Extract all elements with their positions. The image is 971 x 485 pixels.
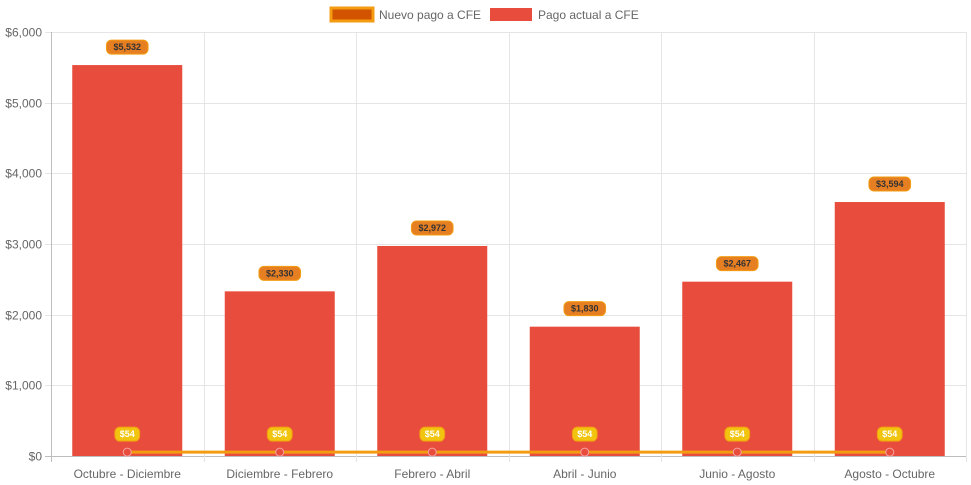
x-tick-label: Agosto - Octubre: [844, 467, 935, 481]
bar-value-label-bg: [105, 39, 149, 55]
bar-value-label-text: $5,532: [113, 42, 141, 52]
bar-value-label-bg: [258, 265, 302, 281]
bar-value-label: $1,830: [563, 301, 607, 317]
line-value-label-bg: [419, 426, 446, 442]
legend[interactable]: Nuevo pago a CFE Pago actual a CFE: [329, 6, 639, 23]
bar: [72, 65, 183, 457]
x-tick-label: Febrero - Abril: [394, 467, 470, 481]
y-axis: $0 $1,000 $2,000 $3,000 $4,000 $5,000 $6,000: [5, 26, 42, 464]
x-axis: Octubre - Diciembre Diciembre - Febrero Fe…: [74, 467, 936, 481]
line-value-label-text: $54: [425, 429, 440, 439]
y-tick-label: $0: [29, 450, 43, 464]
line-point: [885, 447, 895, 457]
bar: [834, 202, 945, 456]
x-tick-label: Diciembre - Febrero: [226, 467, 333, 481]
line-value-label: $54: [571, 426, 598, 442]
bar-value-label-text: $2,972: [418, 223, 446, 233]
line-point: [732, 447, 742, 457]
bar-value-label-text: $2,330: [266, 268, 294, 278]
y-tick-label: $1,000: [5, 379, 42, 393]
data-labels: $5,532 $2,330 $2,972 $1,830 $2,467 $3,594 $54 $…: [105, 39, 912, 442]
legend-swatch-nuevo[interactable]: [329, 6, 375, 23]
bar-value-label: $3,594: [868, 176, 912, 192]
y-tick-label: $4,000: [5, 167, 42, 181]
y-tick-label: $3,000: [5, 238, 42, 252]
line-value-label: $54: [876, 426, 903, 442]
line-point: [427, 447, 437, 457]
line-value-label: $54: [419, 426, 446, 442]
bar-series: [72, 65, 945, 457]
x-tick-label: Junio - Agosto: [699, 467, 775, 481]
y-tick-label: $6,000: [5, 26, 42, 40]
line-point: [580, 447, 590, 457]
bar-value-label-text: $3,594: [876, 179, 904, 189]
bar-value-label-text: $1,830: [571, 304, 599, 314]
line-value-label-text: $54: [882, 429, 897, 439]
line-value-label-text: $54: [730, 429, 745, 439]
y-tick-label: $5,000: [5, 97, 42, 111]
x-tick-label: Octubre - Diciembre: [74, 467, 182, 481]
line-point: [275, 447, 285, 457]
bar-value-label: $2,972: [410, 220, 454, 236]
line-value-label-text: $54: [577, 429, 592, 439]
y-tick-label: $2,000: [5, 309, 42, 323]
legend-label-actual[interactable]: Pago actual a CFE: [538, 8, 639, 22]
bar-value-label-bg: [715, 256, 759, 272]
line-series: [122, 447, 895, 457]
bar-value-label: $2,330: [258, 265, 302, 281]
x-tick-label: Abril - Junio: [553, 467, 617, 481]
line-value-label-text: $54: [120, 429, 135, 439]
line-value-label-bg: [114, 426, 141, 442]
legend-label-nuevo[interactable]: Nuevo pago a CFE: [379, 8, 481, 22]
legend-swatch-actual[interactable]: [490, 8, 532, 21]
bar-value-label: $5,532: [105, 39, 149, 55]
line-value-label: $54: [266, 426, 293, 442]
line-value-label: $54: [114, 426, 141, 442]
line-value-label-bg: [876, 426, 903, 442]
bar-value-label-bg: [868, 176, 912, 192]
grid: [45, 32, 967, 462]
bar-value-label-text: $2,467: [723, 259, 751, 269]
line-value-label-bg: [571, 426, 598, 442]
bar-value-label: $2,467: [715, 256, 759, 272]
line-value-label-text: $54: [272, 429, 287, 439]
bar: [377, 245, 488, 456]
line-value-label-bg: [724, 426, 751, 442]
line-value-label-bg: [266, 426, 293, 442]
bar-value-label-bg: [563, 301, 607, 317]
line-value-label: $54: [724, 426, 751, 442]
bar-value-label-bg: [410, 220, 454, 236]
line-point: [122, 447, 132, 457]
